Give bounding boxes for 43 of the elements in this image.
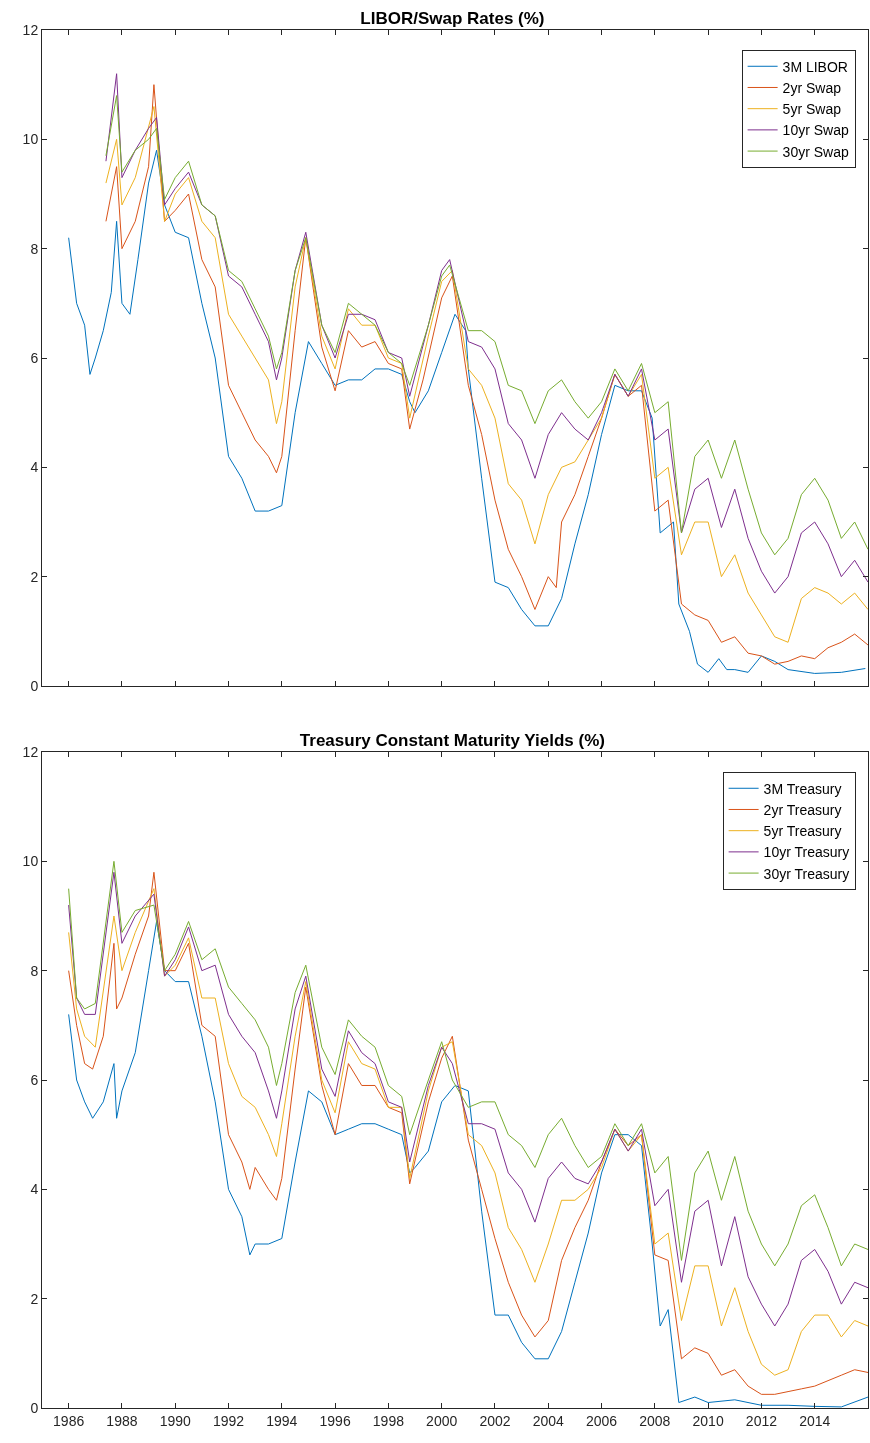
y-tick-label: 2 — [30, 1290, 39, 1307]
line-series — [68, 860, 868, 1267]
y-tick-label: 0 — [30, 677, 39, 694]
chart-title: Treasury Constant Maturity Yields (%) — [299, 731, 605, 750]
x-tick-label: 2012 — [745, 1412, 778, 1429]
x-tick-label: 1994 — [266, 1412, 298, 1429]
y-tick-label: 4 — [30, 459, 39, 476]
x-tick-label: 1996 — [319, 1412, 351, 1429]
x-tick-label: 1986 — [53, 1412, 85, 1429]
legend-label: 10yr Swap — [782, 122, 849, 139]
x-tick-label: 1998 — [372, 1412, 405, 1429]
y-tick-label: 6 — [30, 349, 39, 366]
y-tick-label: 10 — [22, 131, 39, 148]
x-tick-label: 1992 — [212, 1412, 245, 1429]
legend-label: 3M LIBOR — [782, 58, 848, 75]
legend-label: 2yr Treasury — [763, 801, 842, 818]
legend-label: 5yr Treasury — [763, 823, 842, 840]
x-tick-label: 2006 — [585, 1412, 618, 1429]
x-tick-label: 2010 — [692, 1412, 724, 1429]
legend-label: 3M Treasury — [763, 780, 842, 797]
line-series — [68, 149, 866, 674]
x-tick-label: 2002 — [479, 1412, 511, 1429]
legend-label: 30yr Treasury — [763, 865, 850, 882]
legend-label: 5yr Swap — [782, 101, 842, 118]
y-tick-label: 10 — [22, 853, 39, 870]
x-tick-label: 2000 — [426, 1412, 458, 1429]
y-tick-label: 12 — [22, 743, 39, 760]
x-tick-label: 2008 — [639, 1412, 671, 1429]
legend-label: 10yr Treasury — [763, 844, 850, 861]
y-tick-label: 0 — [30, 1399, 39, 1416]
x-tick-label: 2004 — [532, 1412, 565, 1429]
y-tick-label: 8 — [30, 240, 39, 257]
legend-label: 30yr Swap — [782, 143, 849, 160]
x-tick-label: 2014 — [799, 1412, 831, 1429]
x-tick-label: 1990 — [159, 1412, 192, 1429]
y-tick-label: 2 — [30, 568, 39, 585]
y-tick-label: 6 — [30, 1071, 39, 1088]
chart-title: LIBOR/Swap Rates (%) — [360, 9, 545, 28]
y-tick-label: 12 — [22, 21, 39, 38]
legend-label: 2yr Swap — [782, 79, 842, 96]
y-tick-label: 8 — [30, 962, 39, 979]
y-tick-label: 4 — [30, 1181, 39, 1198]
x-tick-label: 1988 — [106, 1412, 138, 1429]
